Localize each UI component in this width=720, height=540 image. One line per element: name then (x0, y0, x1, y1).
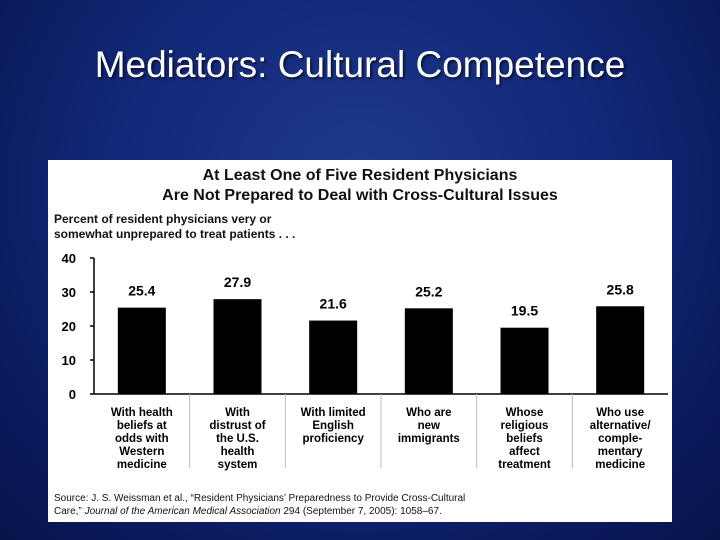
chart-title-line-1: At Least One of Five Resident Physicians (202, 167, 518, 184)
bar (117, 307, 166, 394)
bar-value-label: 25.4 (128, 283, 155, 299)
x-category-label: With limited (301, 407, 366, 419)
x-category-label: distrust of (209, 420, 265, 432)
chart-title: At Least One of Five Resident Physicians… (48, 166, 672, 206)
x-category-label: Who are (406, 407, 451, 419)
x-category-label: system (218, 459, 258, 471)
x-category-label: medicine (117, 459, 167, 471)
x-category-label: comple- (598, 433, 642, 445)
chart-subtitle-line-2: somewhat unprepared to treat patients . … (54, 227, 296, 241)
x-category-label: Western (119, 446, 164, 458)
source-care: Care,” (54, 506, 85, 517)
x-category-label: With (225, 407, 250, 419)
bar (500, 327, 549, 394)
x-category-label: With health (111, 407, 173, 419)
y-tick-label: 20 (62, 319, 76, 334)
x-category-label: medicine (595, 459, 645, 471)
x-category-label: Whose (506, 407, 544, 419)
x-category-label: mentary (598, 446, 643, 458)
bar (404, 308, 453, 394)
bar-value-label: 25.8 (607, 281, 634, 297)
chart-figure: At Least One of Five Resident Physicians… (48, 160, 672, 522)
x-category-label: alternative/ (590, 420, 652, 432)
x-category-label: beliefs (506, 433, 542, 445)
x-category-label: English (312, 420, 354, 432)
x-category-label: health (221, 446, 255, 458)
x-category-label: affect (509, 446, 540, 458)
bar-value-label: 19.5 (511, 303, 538, 319)
source-citation: Source: J. S. Weissman et al., “Resident… (54, 492, 666, 518)
chart-subtitle-line-1: Percent of resident physicians very or (54, 212, 272, 226)
x-category-label: odds with (115, 433, 169, 445)
y-tick-label: 10 (62, 353, 76, 368)
x-category-label: the U.S. (216, 433, 259, 445)
y-tick-label: 0 (69, 387, 76, 402)
source-line-1: Source: J. S. Weissman et al., “Resident… (54, 493, 466, 504)
bar-value-label: 27.9 (224, 274, 251, 290)
x-category-label: immigrants (398, 433, 460, 445)
chart-title-line-2: Are Not Prepared to Deal with Cross-Cult… (162, 187, 558, 204)
bar (309, 320, 358, 394)
x-category-label: proficiency (302, 433, 364, 445)
source-details: 294 (September 7, 2005): 1058–67. (280, 506, 442, 517)
bar (596, 306, 645, 394)
chart-subtitle: Percent of resident physicians very or s… (54, 212, 454, 242)
slide-title: Mediators: Cultural Competence (94, 44, 626, 85)
y-tick-label: 30 (62, 285, 76, 300)
y-tick-label: 40 (62, 251, 76, 266)
x-category-label: new (418, 420, 440, 432)
bar-value-label: 21.6 (320, 296, 347, 312)
x-category-label: Who use (596, 407, 644, 419)
bar-value-label: 25.2 (415, 283, 442, 299)
x-category-label: religious (501, 420, 549, 432)
bar (213, 299, 262, 394)
x-category-label: treatment (498, 459, 551, 471)
source-line-2: Care,” Journal of the American Medical A… (54, 505, 666, 518)
source-journal: Journal of the American Medical Associat… (84, 506, 281, 517)
x-category-label: beliefs at (117, 420, 167, 432)
